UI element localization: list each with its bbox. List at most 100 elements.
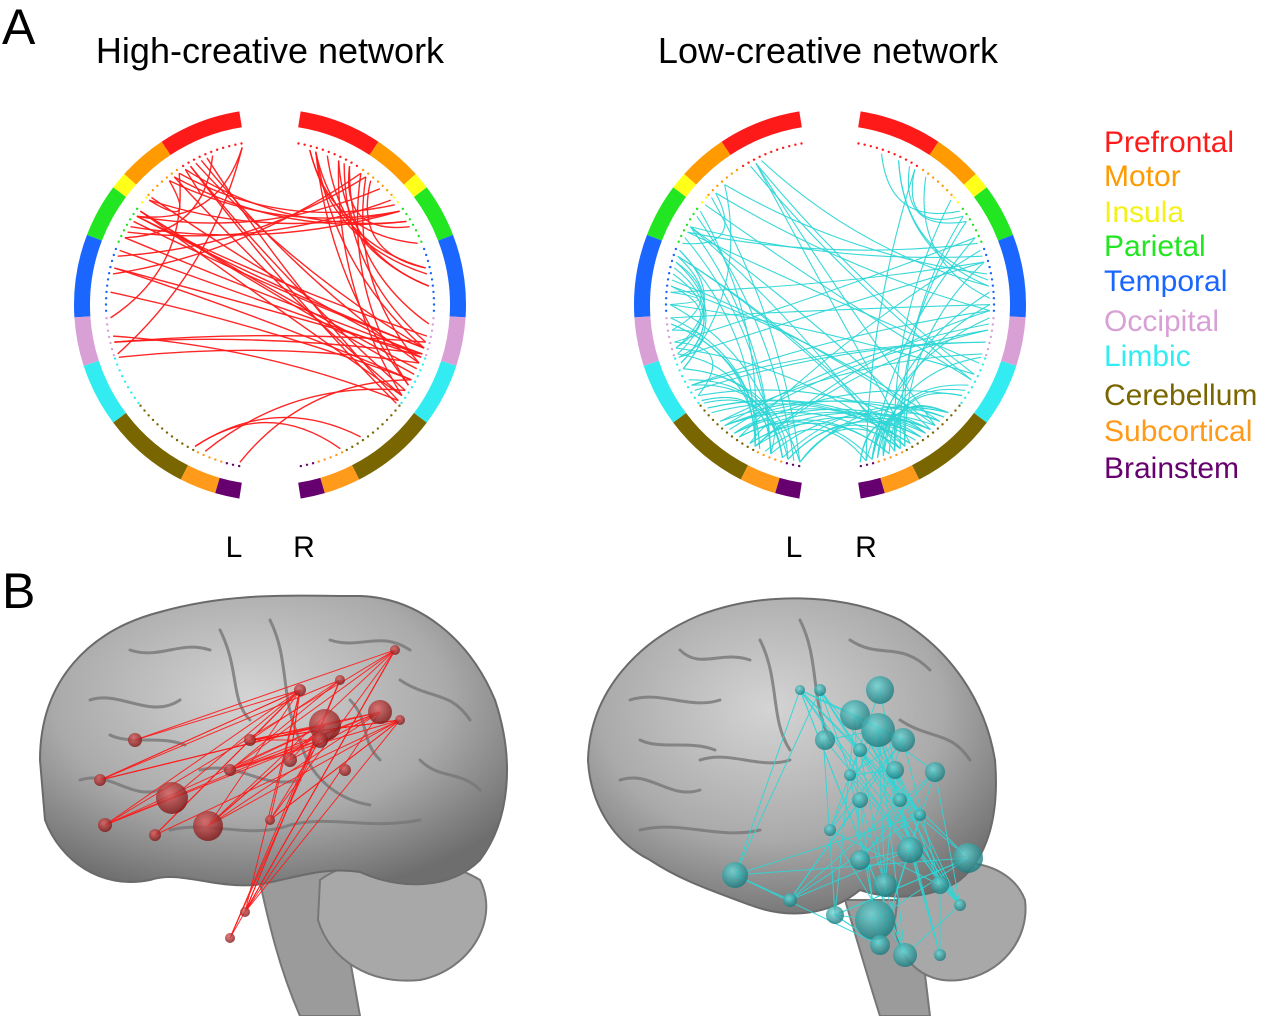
node-dot [785,462,789,465]
brain-node [826,906,844,924]
node-dot [669,341,672,345]
node-dot [115,363,119,366]
node-dot [700,201,704,204]
node-dot [181,164,185,168]
brain-edge [829,829,941,886]
brain-edge [99,724,326,781]
node-dot [667,335,671,339]
node-dot [156,423,159,426]
node-dot [414,229,418,232]
node-dot [413,380,417,383]
node-dot [989,272,993,275]
node-dot [672,253,676,257]
node-dot [160,180,164,183]
brain-node [886,761,904,779]
node-dot [109,265,112,269]
brain-edge [99,689,301,781]
connection-chord [110,173,181,319]
cortex-shape [38,594,508,887]
connection-chord [679,249,756,447]
connection-chord [882,418,926,456]
legend-motor: Motor [1104,160,1181,193]
node-dot [797,464,801,468]
node-dot [147,193,150,197]
ring-segment-left-insula [113,173,137,197]
connection-chord [114,338,423,355]
node-dot [875,146,879,150]
node-dot [665,316,668,320]
node-dot [666,278,670,281]
node-dot [665,290,668,294]
connection-chord [888,388,966,454]
node-dot [422,247,426,251]
node-dot [991,284,995,287]
connection-chord [754,416,921,447]
brain-node [814,684,826,696]
node-dot [692,212,695,216]
node-dot [305,463,309,466]
node-dot [977,234,980,238]
legend-parietal: Parietal [1104,230,1206,263]
node-dot [106,329,110,332]
node-dot [899,155,902,159]
node-dot [984,353,988,357]
ring-segment-left-cerebellum [673,413,749,480]
connection-chord [724,400,945,427]
node-dot [973,380,977,383]
brain-edge [104,739,321,826]
ring-segment-right-brainstem [298,477,325,499]
node-dot [664,297,668,300]
ring-segment-left-insula [673,173,697,197]
node-dot [118,369,121,372]
node-dot [683,380,687,383]
node-dot [980,240,983,243]
node-dot [720,180,724,183]
node-dot [716,184,719,188]
node-dot [741,164,745,168]
high-left-hemisphere-label: L [226,531,243,564]
node-dot [426,259,430,263]
node-dot [309,144,312,148]
node-dot [240,142,243,145]
connection-chord [876,356,982,458]
connection-chord [698,389,931,430]
node-dot [931,176,935,179]
node-dot [725,431,729,434]
node-dot [165,431,169,434]
brain-node [224,764,236,776]
brain-node [265,815,275,825]
ring-segment-left-parietal [646,187,687,241]
node-dot [968,218,972,221]
brain-edge [99,679,341,781]
node-dot [768,456,771,459]
node-dot [327,150,330,154]
connection-chord [136,147,243,218]
brain-edge [934,771,961,906]
connection-chord [114,267,423,355]
node-dot [151,189,155,192]
node-dot [770,150,773,154]
brain-node [815,730,835,750]
connection-chord [687,231,978,251]
node-dot [881,148,885,151]
ring-segment-left-cerebellum [113,413,189,480]
node-dot [170,435,174,438]
node-dot [752,448,755,452]
brain-edge [229,679,341,771]
brain-edge [269,689,301,821]
node-dot [686,385,690,389]
connection-chord [173,176,407,226]
node-dot [220,460,223,463]
node-dot [356,442,359,445]
ring-segment-left-parietal [86,187,127,241]
node-dot [398,404,401,407]
ring-segment-right-parietal [973,187,1014,241]
node-dot [905,448,908,452]
node-dot [367,172,370,175]
node-dot [112,253,116,257]
connection-chord [755,162,975,375]
brain-node [873,873,897,897]
node-dot [992,290,995,294]
node-dot [877,460,880,463]
